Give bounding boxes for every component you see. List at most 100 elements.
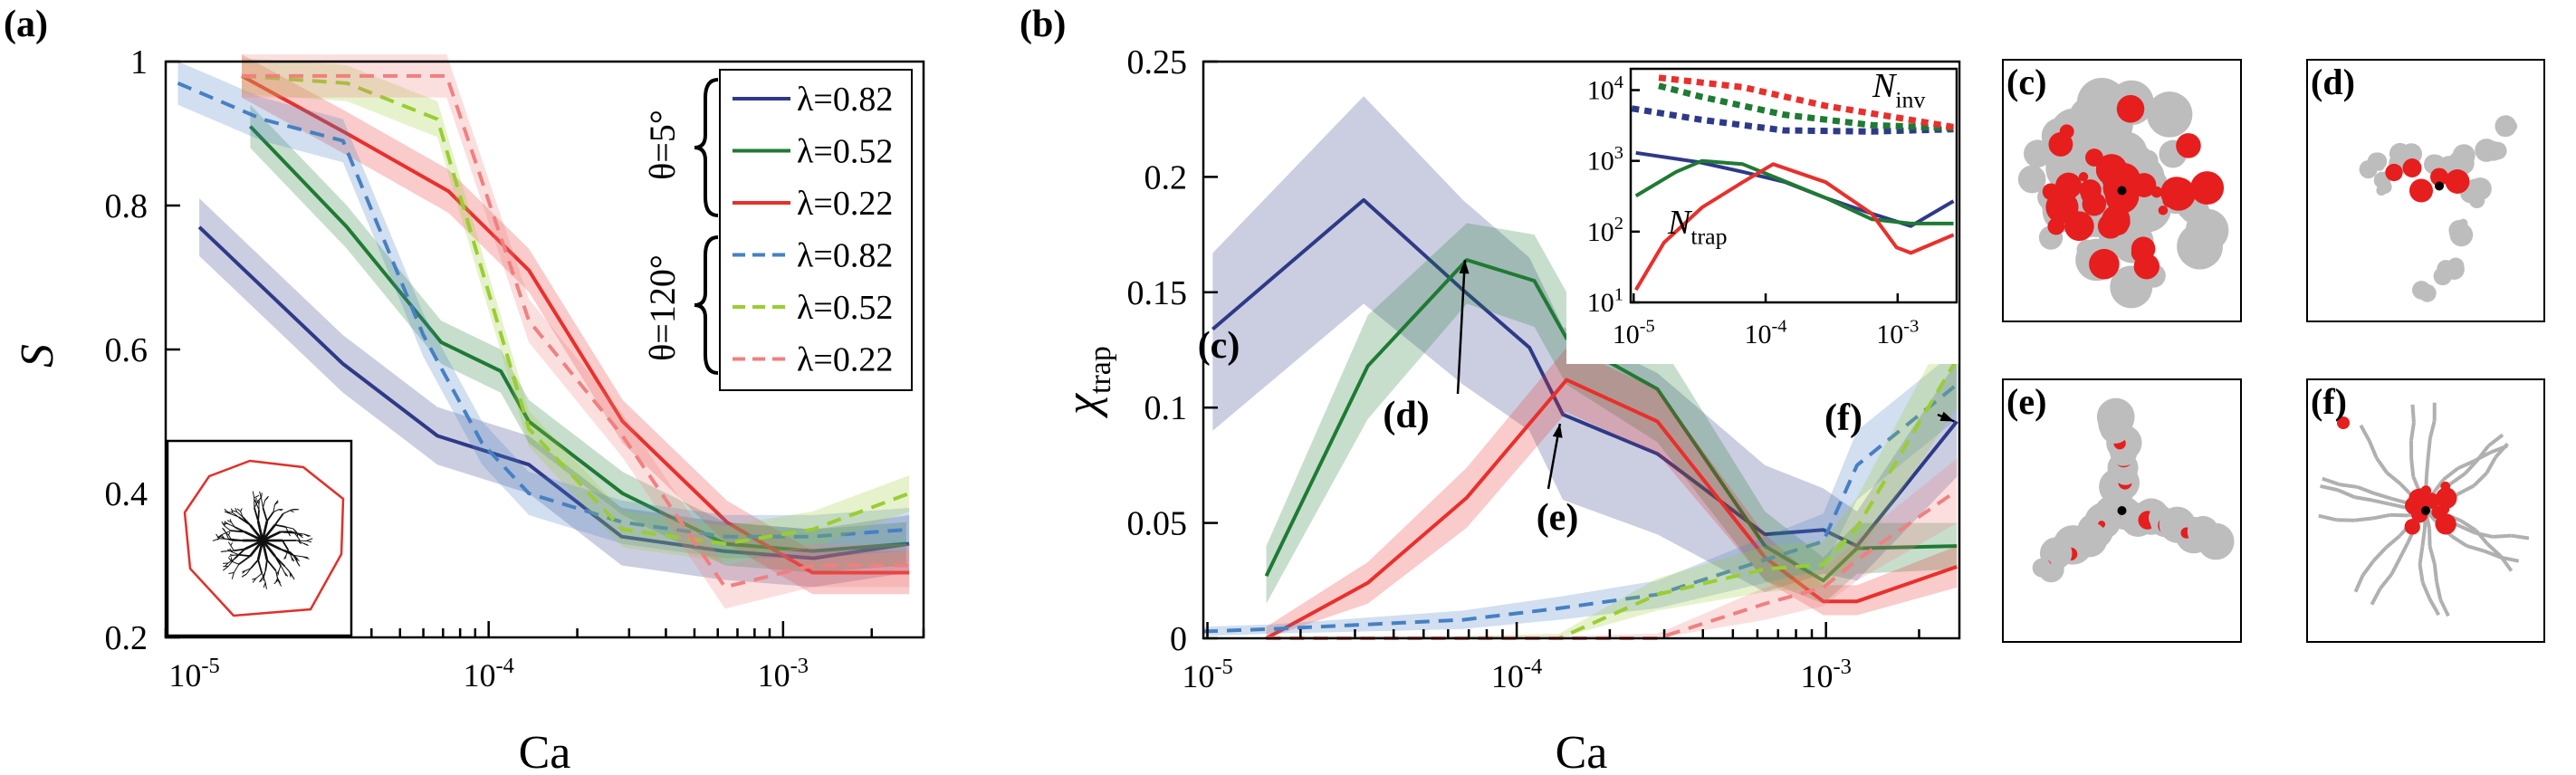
dendrite-branch xyxy=(222,566,229,571)
dendrite-branch xyxy=(250,559,259,569)
inset-x-tick-label: 10-5 xyxy=(1613,316,1655,349)
series-line xyxy=(241,74,910,575)
trapped-cluster xyxy=(2402,158,2422,177)
annotation-arrowhead xyxy=(1939,411,1955,422)
inset-b: 10-5 10-4 10-3 101 102 103 104 Ninv Ntrap xyxy=(1566,63,1958,364)
y-tick-label: 0.6 xyxy=(105,331,148,369)
dendrite-branch xyxy=(233,564,240,573)
dendrite-branch xyxy=(264,560,268,571)
dendrite-branch xyxy=(261,521,269,541)
invaded-finger xyxy=(2435,581,2443,600)
invaded-finger xyxy=(2408,422,2416,441)
dendrite-branch xyxy=(303,533,310,538)
dendrite-branch xyxy=(282,540,289,550)
dendrite-branch xyxy=(262,507,268,521)
trapped-cluster xyxy=(2440,481,2451,492)
dendrite-branch xyxy=(227,558,235,567)
dendrite-branch xyxy=(280,565,285,573)
legend-brace xyxy=(694,235,719,375)
dendrite-branch xyxy=(240,511,244,518)
invaded-finger xyxy=(2371,512,2391,521)
trapped-cluster xyxy=(2409,178,2433,203)
dendrite-branch xyxy=(275,578,279,583)
trapped-cluster xyxy=(2445,169,2470,194)
series-line xyxy=(1211,197,1958,549)
dendrite-branch xyxy=(242,573,247,577)
dendrite-branch xyxy=(283,571,287,577)
dendrite-branch xyxy=(276,570,280,575)
dendrite-branch xyxy=(262,531,282,542)
invaded-finger xyxy=(2450,534,2468,548)
panel-label-f: (f) xyxy=(2311,381,2347,422)
dendrite-branch xyxy=(261,540,269,560)
x-axis-label: Ca xyxy=(519,727,571,775)
inset-y-tick-label: 102 xyxy=(1587,214,1623,247)
invaded-finger xyxy=(2432,563,2439,582)
invaded-finger xyxy=(2442,466,2459,482)
invaded-finger xyxy=(2428,546,2437,565)
inset-x-tick-label: 10-4 xyxy=(1745,316,1787,349)
invaded-region xyxy=(2475,139,2498,162)
invaded-finger xyxy=(2337,488,2356,499)
dendrite-branch xyxy=(298,539,301,543)
invaded-finger xyxy=(2370,588,2382,606)
dendrite-branch xyxy=(249,540,264,558)
trapped-cluster xyxy=(2081,187,2098,204)
invaded-finger xyxy=(2483,549,2502,560)
dendrite-branch xyxy=(236,512,244,518)
invaded-finger xyxy=(2375,456,2389,474)
dendrite-branch xyxy=(291,531,298,534)
dendrite-branch xyxy=(239,554,251,558)
legend-brace xyxy=(694,78,719,217)
invaded-finger xyxy=(2389,512,2408,518)
dendrite-branch xyxy=(244,539,263,550)
invaded-finger xyxy=(2318,513,2337,522)
dendrite-branch xyxy=(297,532,302,535)
series-line xyxy=(248,125,907,553)
invaded-region xyxy=(2506,120,2518,132)
trapped-cluster xyxy=(2435,518,2447,531)
pattern-panel-f: (f) xyxy=(2306,378,2545,643)
dendrite-branch xyxy=(228,531,231,536)
panel-label-d: (d) xyxy=(2311,62,2355,102)
dendrite-branch xyxy=(230,545,235,551)
series-line xyxy=(1265,378,1958,640)
invaded-finger xyxy=(2485,456,2497,474)
injection-point xyxy=(2435,181,2444,191)
dendrite-branch xyxy=(278,509,282,512)
invaded-finger xyxy=(2336,518,2355,522)
invaded-finger xyxy=(2322,476,2341,487)
dendrite-branch xyxy=(264,582,267,589)
dendrite-branch xyxy=(280,548,292,554)
inset-label-ninv: Ninv xyxy=(1872,67,1925,112)
trapped-cluster xyxy=(2102,205,2131,234)
dendrite-branch xyxy=(261,573,266,583)
dendrite-branch xyxy=(230,542,234,546)
dendrite-branch xyxy=(260,493,263,499)
dendrite-branch xyxy=(303,542,308,546)
invaded-finger xyxy=(2500,555,2520,563)
inset-series-line xyxy=(1658,82,1954,131)
dendrite-branch xyxy=(278,565,282,571)
invaded-region xyxy=(2017,165,2046,194)
invaded-finger xyxy=(2418,546,2425,565)
invaded-region xyxy=(2415,282,2430,298)
trapped-cluster xyxy=(2042,183,2060,201)
invaded-finger xyxy=(2385,471,2402,486)
legend-label: λ=0.22 xyxy=(797,341,893,379)
y-tick-label: 1 xyxy=(130,43,148,81)
dendrite-branch xyxy=(229,519,232,522)
annotation-arrowhead xyxy=(1552,424,1563,438)
dendrite-branch xyxy=(294,556,299,560)
dendrite-branch xyxy=(282,510,291,514)
x-tick-label: 10-3 xyxy=(758,654,809,694)
invaded-finger xyxy=(2384,534,2401,550)
invaded-finger xyxy=(2457,523,2476,535)
dendrite-branch xyxy=(298,533,303,537)
dendrite-branch xyxy=(231,572,235,579)
inset-x-tick-label: 10-3 xyxy=(1876,316,1919,349)
dendrite-branch xyxy=(261,523,276,541)
invaded-finger xyxy=(2359,424,2371,443)
dendrite-branch xyxy=(236,508,241,512)
dendrite-branch xyxy=(221,530,232,536)
